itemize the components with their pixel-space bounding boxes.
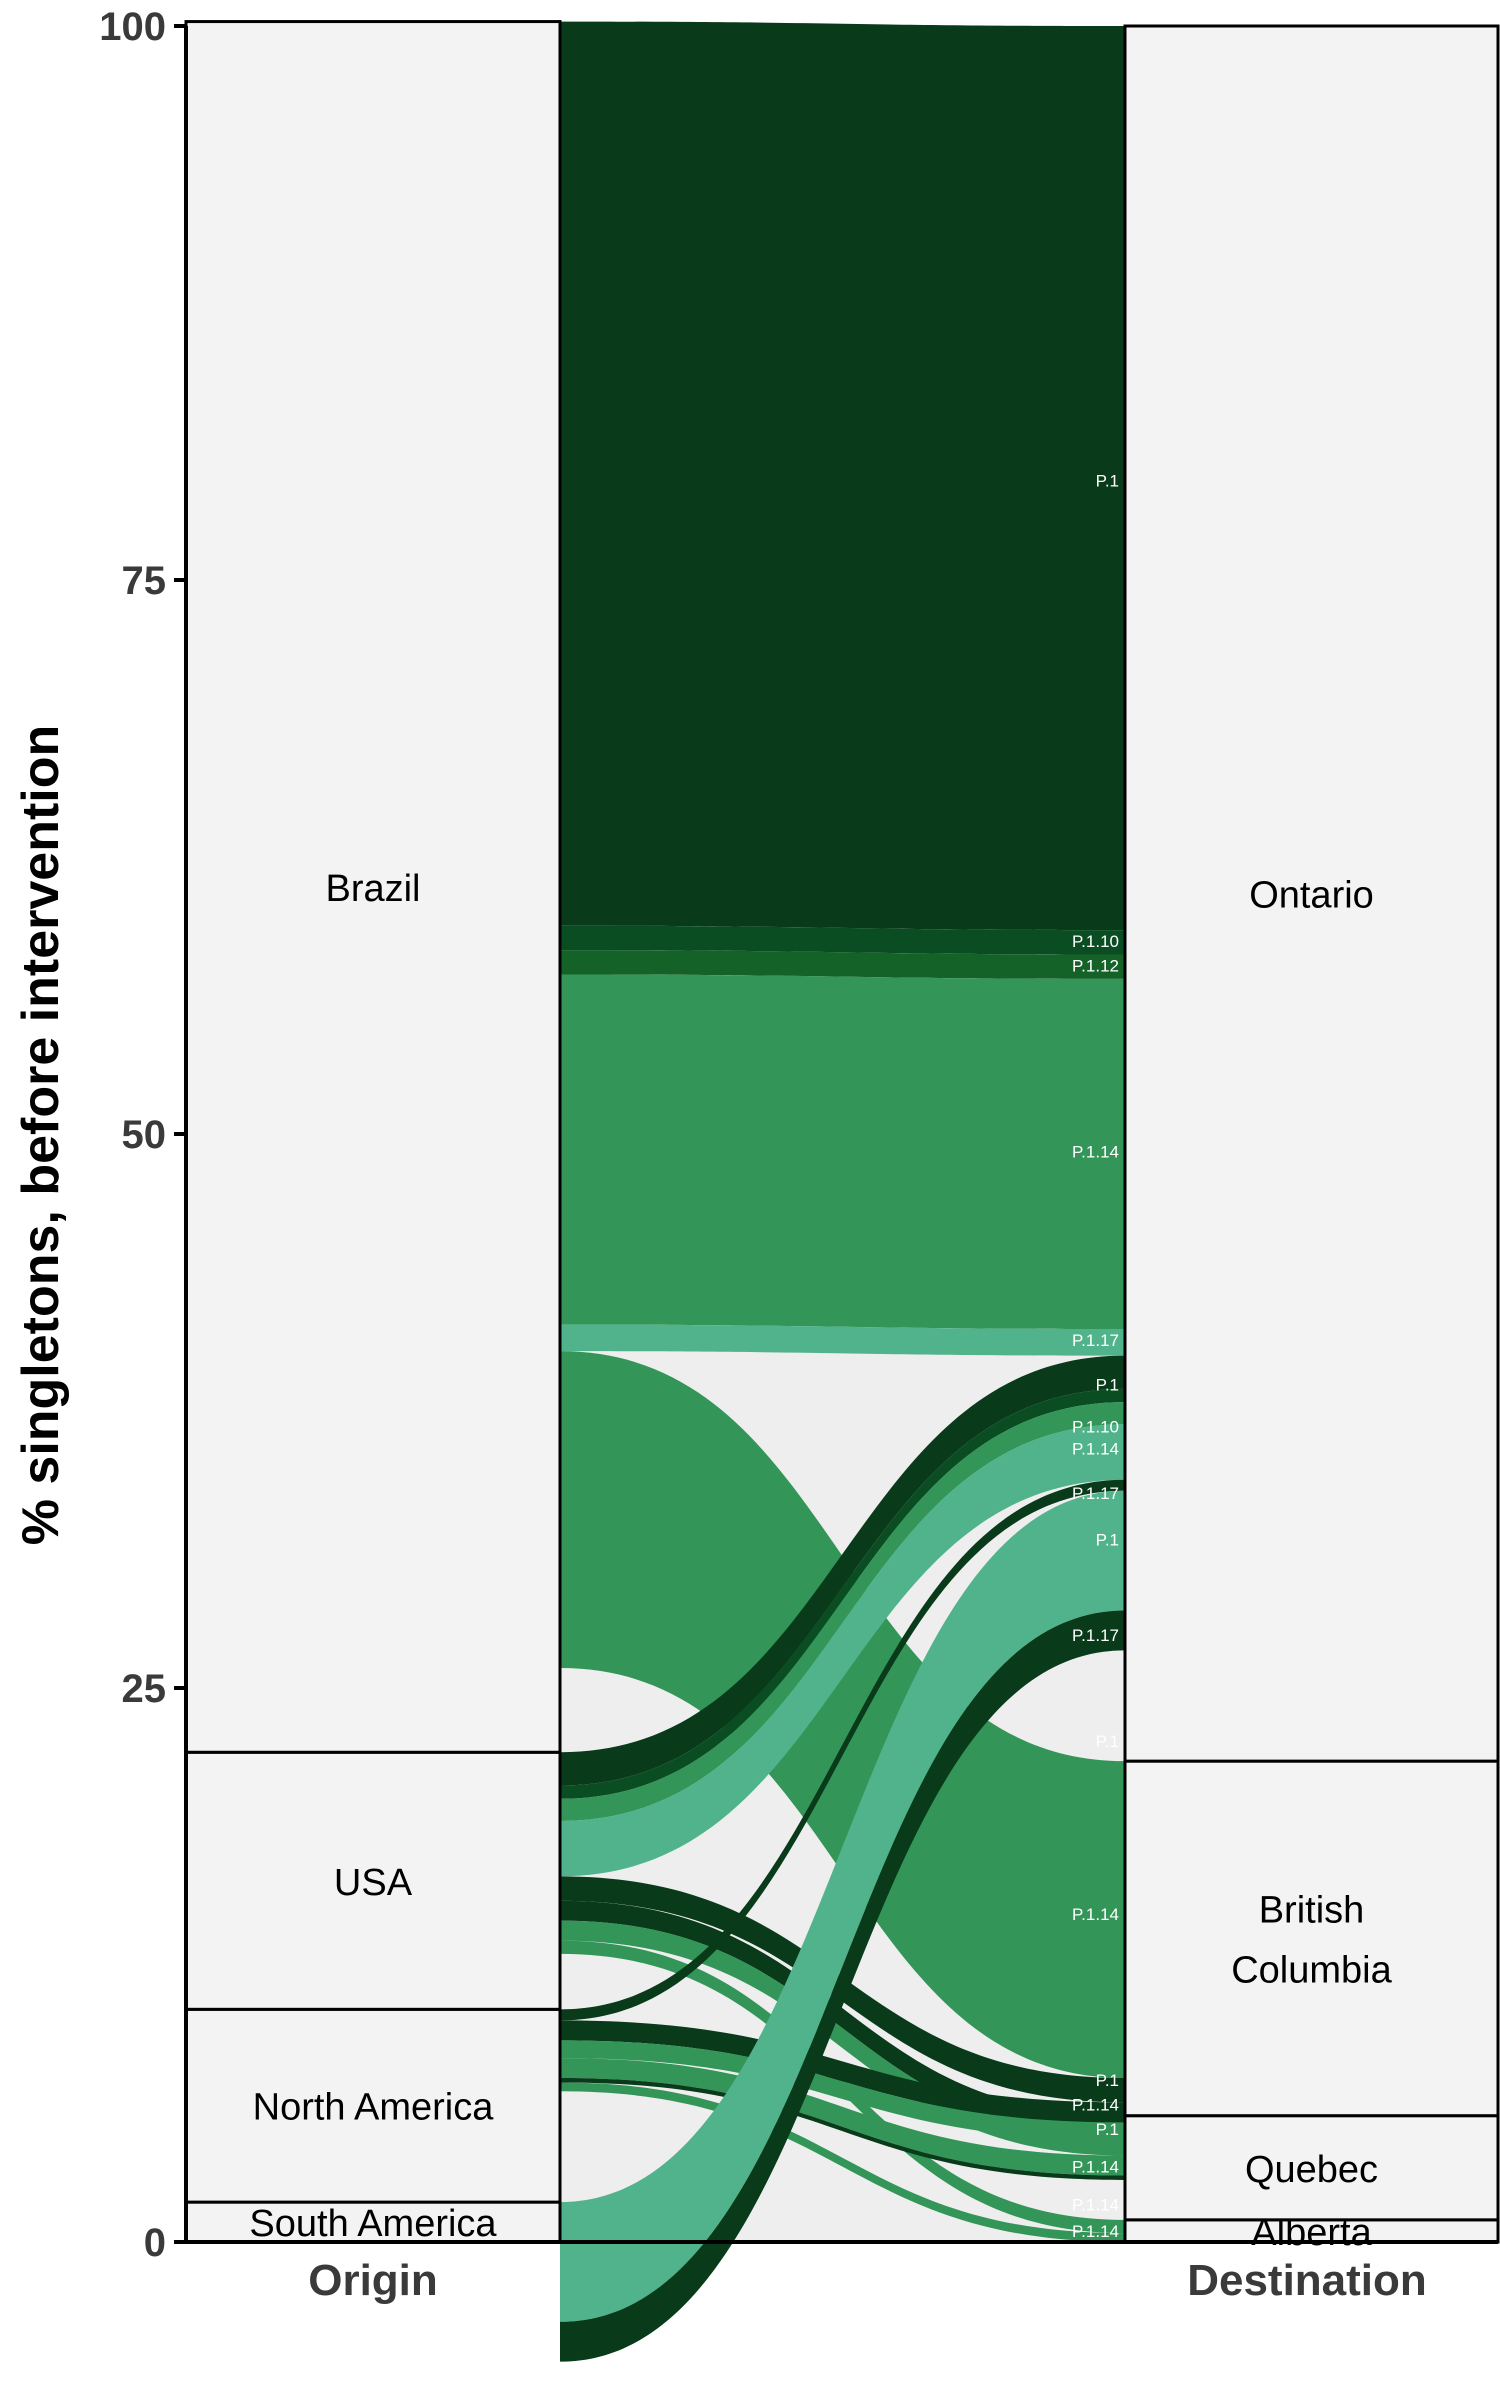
flow-2 (560, 950, 1125, 979)
flow-label-18: P.1.14 (1072, 2222, 1119, 2241)
flow-label-13: P.1 (1096, 2071, 1119, 2090)
origin-stratum-label-0: South America (249, 2203, 497, 2245)
y-tick-label-2: 50 (122, 1113, 167, 1157)
y-tick-label-0: 0 (144, 2221, 166, 2265)
origin-stratum-label-line: Brazil (325, 868, 420, 910)
y-tick-label-4: 100 (99, 5, 166, 49)
flow-17 (560, 2058, 1125, 2176)
flow-labels-layer: P.1 P.1.10 P.1.12 P.1.14 P.1.17 P.1 P.1.10 P.1.… (1072, 471, 1119, 2241)
destination-stratum-label-line: Ontario (1249, 875, 1374, 917)
y-axis: 0 25 50 75 100 (99, 5, 1498, 2265)
destination-stratum-label-line: Quebec (1245, 2149, 1378, 2191)
flow-7 (560, 1388, 1125, 1799)
flows-layer (560, 21, 1125, 2362)
flow-0 (560, 21, 1125, 931)
origin-stratum-2 (184, 1750, 562, 2011)
flow-1 (560, 925, 1125, 955)
flow-label-17: P.1.14 (1072, 2195, 1119, 2214)
origin-stratum-label-line: North America (253, 2087, 495, 2129)
flow-label-10: P.1.17 (1072, 1626, 1119, 1645)
origin-stratum-label-line: USA (334, 1862, 413, 1904)
flow-label-6: P.1.10 (1072, 1418, 1119, 1437)
flow-label-11: P.1 (1096, 1732, 1119, 1751)
destination-stratum-label-2: British Columbia (1231, 1889, 1392, 1991)
flow-label-1: P.1.10 (1072, 932, 1119, 951)
flow-label-3: P.1.14 (1072, 1143, 1119, 1162)
y-tick-label-1: 25 (122, 1667, 167, 1711)
y-tick-label-3: 75 (122, 559, 167, 603)
flow-6 (560, 1355, 1125, 1786)
flow-5 (560, 1351, 1125, 2079)
origin-stratum-3 (184, 20, 562, 1754)
flow-label-16: P.1.14 (1072, 2158, 1119, 2177)
destination-stratum-label-3: Ontario (1249, 875, 1374, 917)
flow-label-12: P.1.14 (1072, 1905, 1119, 1924)
destination-stratum-2 (1123, 1759, 1500, 2118)
flow-16 (560, 2040, 1125, 2141)
destination-stratum-label-line: Columbia (1231, 1949, 1392, 1991)
flow-8 (560, 1402, 1125, 1821)
origin-stratum-label-3: Brazil (325, 868, 420, 910)
flow-12 (560, 1920, 1125, 2156)
flow-20 (560, 1490, 1125, 2322)
origin-stratum-label-line: South America (249, 2203, 497, 2245)
flow-14 (560, 1479, 1125, 2021)
y-axis-title: % singletons, before intervention (12, 725, 70, 1546)
origin-stratum-0 (184, 2200, 562, 2244)
flow-3 (560, 974, 1125, 1330)
destination-stratum-label-line: British (1259, 1889, 1365, 1931)
origin-stratum-label-2: USA (334, 1862, 413, 1904)
flow-label-14: P.1.14 (1072, 2096, 1119, 2115)
flow-label-9: P.1 (1096, 1531, 1119, 1550)
flow-label-4: P.1.17 (1072, 1331, 1119, 1350)
flow-label-5: P.1 (1096, 1375, 1119, 1394)
flow-9 (560, 1424, 1125, 1877)
flow-label-7: P.1.14 (1072, 1440, 1119, 1459)
flow-label-0: P.1 (1096, 471, 1119, 490)
flow-21 (560, 1610, 1125, 2362)
flow-4 (560, 1324, 1125, 1356)
flow-label-8: P.1.17 (1072, 1484, 1119, 1503)
destination-stratum-3 (1123, 24, 1500, 1763)
flow-11 (560, 1900, 1125, 2136)
x-axis-label-origin: Origin (308, 2256, 438, 2305)
origin-stratum-label-1: North America (253, 2087, 495, 2129)
flow-18 (560, 2078, 1125, 2180)
destination-stratum-label-1: Quebec (1245, 2149, 1378, 2191)
flow-label-2: P.1.12 (1072, 957, 1119, 976)
x-axis-label-destination: Destination (1187, 2256, 1427, 2305)
flow-19 (560, 2082, 1125, 2242)
flow-15 (560, 2020, 1125, 2123)
flow-label-15: P.1 (1096, 2120, 1119, 2139)
